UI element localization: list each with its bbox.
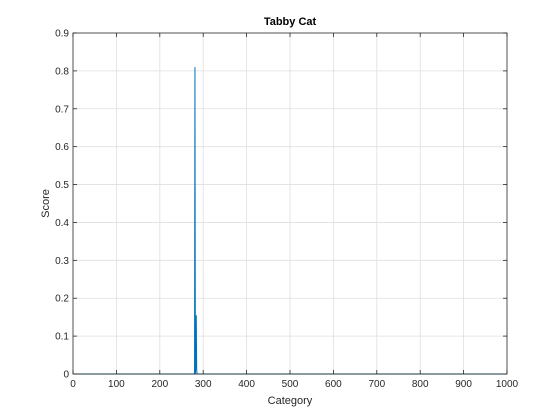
x-tick-label: 300 [195,379,212,390]
y-tick-label: 0.5 [55,180,69,191]
x-tick-label: 200 [151,379,168,390]
y-tick-label: 0.7 [55,104,69,115]
x-tick-label: 800 [412,379,429,390]
x-tick-label: 500 [282,379,299,390]
y-tick-label: 0.2 [55,294,69,305]
x-tick-label: 700 [368,379,385,390]
x-tick-label: 1000 [496,379,519,390]
x-tick-label: 400 [238,379,255,390]
x-tick-label: 100 [108,379,125,390]
y-tick-label: 0.4 [55,218,69,229]
x-tick-label: 0 [70,379,76,390]
y-tick-label: 0.6 [55,142,69,153]
grid [73,33,507,374]
y-tick-label: 0.8 [55,66,69,77]
y-tick-label: 0.9 [55,29,69,40]
y-tick-label: 0 [63,370,69,381]
x-tick-label: 600 [325,379,342,390]
y-tick-label: 0.3 [55,256,69,267]
x-axis-label: Category [268,395,313,407]
chart-title: Tabby Cat [264,16,317,28]
y-tick-label: 0.1 [55,332,69,343]
x-tick-label: 900 [455,379,472,390]
ticks: 0 100 200 300 400 500 600 700 800 900 1000 0 0.1 0.2 0… [55,29,518,391]
y-axis-label: Score [40,189,52,218]
